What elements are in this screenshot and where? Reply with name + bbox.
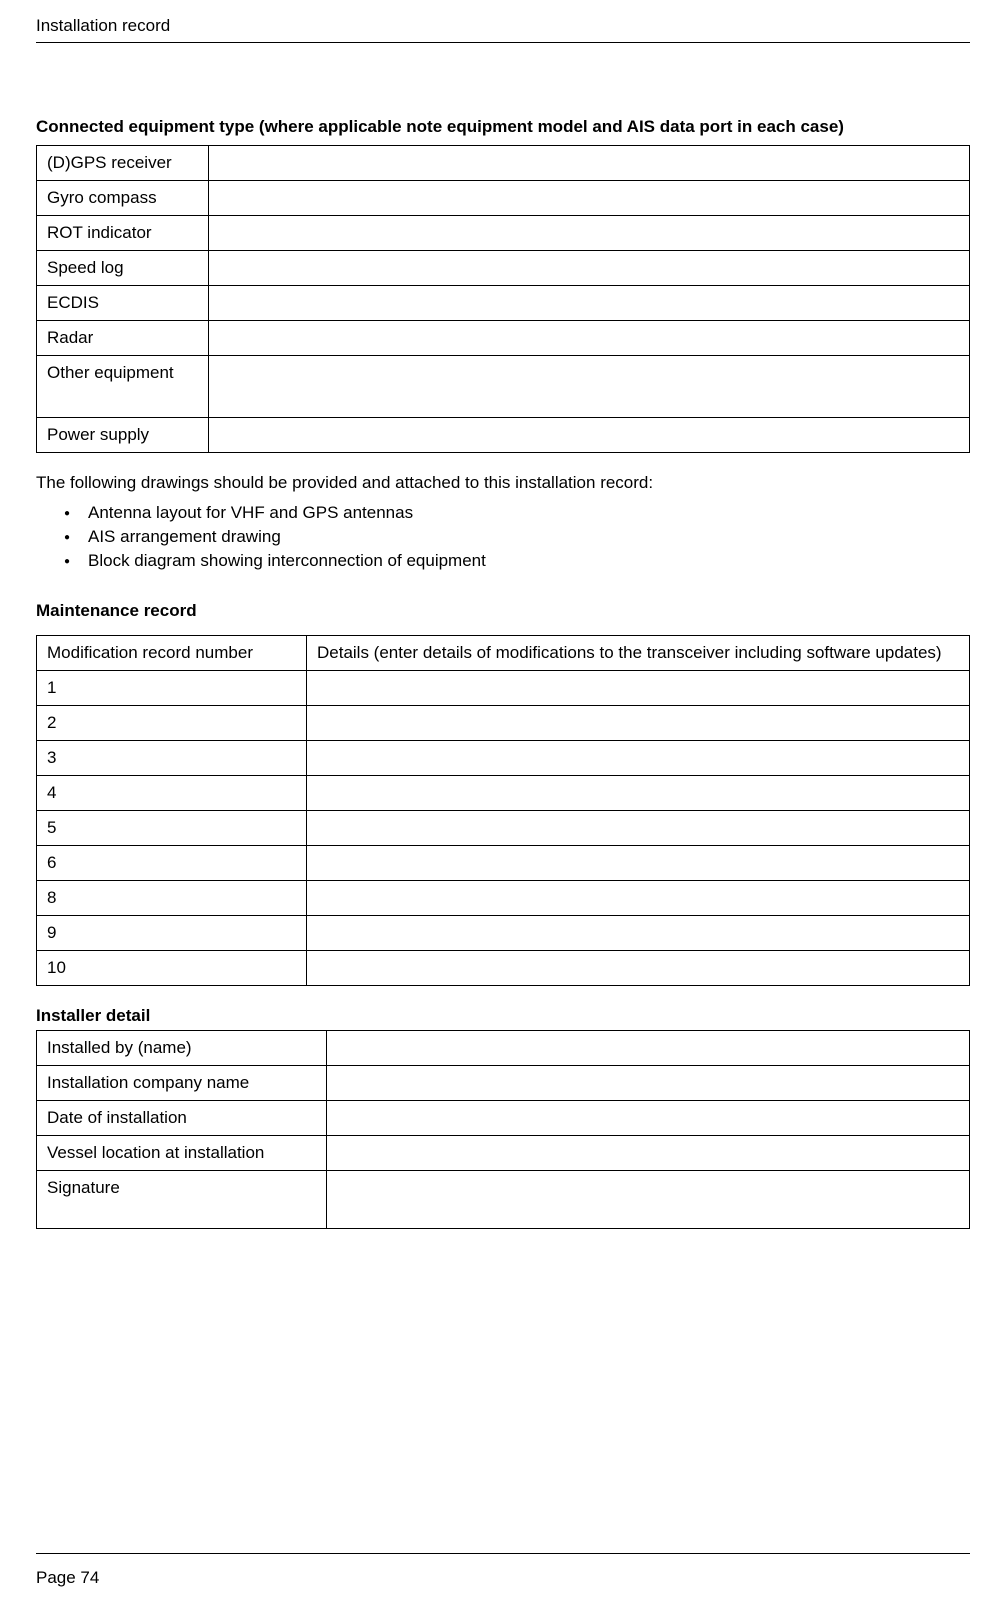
running-header: Installation record bbox=[36, 0, 970, 43]
page-footer: Page 74 bbox=[36, 1553, 970, 1588]
maintenance-row-details[interactable] bbox=[307, 741, 970, 776]
equipment-row: Power supply bbox=[37, 418, 970, 453]
maintenance-table: Modification record number Details (ente… bbox=[36, 635, 970, 986]
maintenance-row: 6 bbox=[37, 846, 970, 881]
installer-row-label: Date of installation bbox=[37, 1101, 327, 1136]
installer-row-value[interactable] bbox=[327, 1136, 970, 1171]
equipment-row-value[interactable] bbox=[209, 356, 970, 418]
equipment-row: ROT indicator bbox=[37, 216, 970, 251]
header-title: Installation record bbox=[36, 16, 170, 35]
maintenance-row-details[interactable] bbox=[307, 846, 970, 881]
maintenance-col1-header: Modification record number bbox=[37, 636, 307, 671]
installer-row: Vessel location at installation bbox=[37, 1136, 970, 1171]
maintenance-row: 3 bbox=[37, 741, 970, 776]
drawings-list: Antenna layout for VHF and GPS antennasA… bbox=[36, 501, 970, 573]
maintenance-row-details[interactable] bbox=[307, 706, 970, 741]
installer-row: Installed by (name) bbox=[37, 1031, 970, 1066]
maintenance-row-number: 2 bbox=[37, 706, 307, 741]
installer-row: Signature bbox=[37, 1171, 970, 1229]
installer-row-label: Vessel location at installation bbox=[37, 1136, 327, 1171]
maintenance-row-details[interactable] bbox=[307, 671, 970, 706]
installer-row: Date of installation bbox=[37, 1101, 970, 1136]
maintenance-row: 2 bbox=[37, 706, 970, 741]
equipment-row-label: Gyro compass bbox=[37, 181, 209, 216]
equipment-section-title: Connected equipment type (where applicab… bbox=[36, 117, 970, 137]
maintenance-row: 9 bbox=[37, 916, 970, 951]
maintenance-row: 5 bbox=[37, 811, 970, 846]
equipment-row-value[interactable] bbox=[209, 418, 970, 453]
equipment-row-label: Power supply bbox=[37, 418, 209, 453]
equipment-row: Gyro compass bbox=[37, 181, 970, 216]
maintenance-row-details[interactable] bbox=[307, 951, 970, 986]
maintenance-row: 8 bbox=[37, 881, 970, 916]
equipment-row-label: Speed log bbox=[37, 251, 209, 286]
equipment-row: (D)GPS receiver bbox=[37, 146, 970, 181]
equipment-row: Radar bbox=[37, 321, 970, 356]
equipment-row-value[interactable] bbox=[209, 286, 970, 321]
installer-row-label: Signature bbox=[37, 1171, 327, 1229]
equipment-row-value[interactable] bbox=[209, 321, 970, 356]
maintenance-col2-header: Details (enter details of modifications … bbox=[307, 636, 970, 671]
equipment-row: Other equipment bbox=[37, 356, 970, 418]
installer-row-value[interactable] bbox=[327, 1101, 970, 1136]
equipment-row-label: ROT indicator bbox=[37, 216, 209, 251]
equipment-row-label: (D)GPS receiver bbox=[37, 146, 209, 181]
drawings-intro: The following drawings should be provide… bbox=[36, 473, 970, 493]
equipment-row-value[interactable] bbox=[209, 251, 970, 286]
installer-row-label: Installation company name bbox=[37, 1066, 327, 1101]
maintenance-row-number: 8 bbox=[37, 881, 307, 916]
maintenance-row: 1 bbox=[37, 671, 970, 706]
page-number: Page 74 bbox=[36, 1568, 99, 1587]
maintenance-row-details[interactable] bbox=[307, 916, 970, 951]
maintenance-row: 4 bbox=[37, 776, 970, 811]
installer-row-value[interactable] bbox=[327, 1066, 970, 1101]
drawings-list-item: Antenna layout for VHF and GPS antennas bbox=[88, 501, 970, 525]
equipment-row-label: Radar bbox=[37, 321, 209, 356]
installer-row-value[interactable] bbox=[327, 1031, 970, 1066]
installer-row-value[interactable] bbox=[327, 1171, 970, 1229]
installer-title: Installer detail bbox=[36, 1006, 970, 1026]
equipment-row: Speed log bbox=[37, 251, 970, 286]
maintenance-row-number: 6 bbox=[37, 846, 307, 881]
page-container: Installation record Connected equipment … bbox=[0, 0, 1006, 1616]
installer-row-label: Installed by (name) bbox=[37, 1031, 327, 1066]
maintenance-row-number: 5 bbox=[37, 811, 307, 846]
maintenance-row-number: 10 bbox=[37, 951, 307, 986]
equipment-row-label: Other equipment bbox=[37, 356, 209, 418]
maintenance-title: Maintenance record bbox=[36, 601, 970, 621]
maintenance-row-details[interactable] bbox=[307, 811, 970, 846]
installer-table: Installed by (name)Installation company … bbox=[36, 1030, 970, 1229]
equipment-row: ECDIS bbox=[37, 286, 970, 321]
maintenance-row-number: 4 bbox=[37, 776, 307, 811]
drawings-list-item: Block diagram showing interconnection of… bbox=[88, 549, 970, 573]
maintenance-row-number: 3 bbox=[37, 741, 307, 776]
drawings-list-item: AIS arrangement drawing bbox=[88, 525, 970, 549]
installer-row: Installation company name bbox=[37, 1066, 970, 1101]
maintenance-row: 10 bbox=[37, 951, 970, 986]
equipment-row-value[interactable] bbox=[209, 216, 970, 251]
maintenance-row-number: 9 bbox=[37, 916, 307, 951]
maintenance-row-number: 1 bbox=[37, 671, 307, 706]
equipment-row-value[interactable] bbox=[209, 181, 970, 216]
maintenance-row-details[interactable] bbox=[307, 776, 970, 811]
maintenance-row-details[interactable] bbox=[307, 881, 970, 916]
equipment-row-value[interactable] bbox=[209, 146, 970, 181]
equipment-row-label: ECDIS bbox=[37, 286, 209, 321]
content-area: Connected equipment type (where applicab… bbox=[36, 43, 970, 1229]
equipment-table: (D)GPS receiverGyro compassROT indicator… bbox=[36, 145, 970, 453]
maintenance-header-row: Modification record number Details (ente… bbox=[37, 636, 970, 671]
